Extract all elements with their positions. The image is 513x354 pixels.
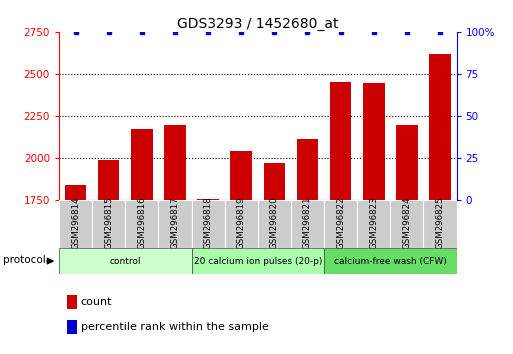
Bar xyxy=(324,248,457,274)
Text: GSM296821: GSM296821 xyxy=(303,196,312,249)
Text: GSM296825: GSM296825 xyxy=(436,196,444,249)
Bar xyxy=(324,200,357,248)
Text: GSM296824: GSM296824 xyxy=(402,196,411,249)
Title: GDS3293 / 1452680_at: GDS3293 / 1452680_at xyxy=(177,17,339,31)
Bar xyxy=(98,160,120,354)
Text: calcium-free wash (CFW): calcium-free wash (CFW) xyxy=(334,257,447,266)
Bar xyxy=(191,200,225,248)
Text: control: control xyxy=(109,257,141,266)
Bar xyxy=(291,200,324,248)
Text: GSM296818: GSM296818 xyxy=(204,196,212,249)
Text: GSM296819: GSM296819 xyxy=(236,197,246,249)
Bar xyxy=(92,200,125,248)
Bar xyxy=(297,139,318,354)
Text: GSM296823: GSM296823 xyxy=(369,196,378,249)
Bar xyxy=(59,200,92,248)
Text: GSM296817: GSM296817 xyxy=(170,196,180,249)
Bar xyxy=(330,82,351,354)
Text: protocol: protocol xyxy=(3,255,46,265)
Text: GSM296820: GSM296820 xyxy=(270,196,279,249)
Bar xyxy=(198,199,219,354)
Bar xyxy=(65,185,86,354)
Bar xyxy=(429,54,451,354)
Bar xyxy=(164,125,186,354)
Bar xyxy=(59,248,191,274)
Bar xyxy=(357,200,390,248)
Text: GSM296822: GSM296822 xyxy=(336,196,345,249)
Text: count: count xyxy=(81,297,112,307)
Bar xyxy=(225,200,258,248)
Bar xyxy=(230,151,252,354)
Bar xyxy=(131,129,152,354)
Bar xyxy=(423,200,457,248)
Bar xyxy=(159,200,191,248)
Bar xyxy=(363,83,385,354)
Bar xyxy=(67,295,77,309)
Bar xyxy=(125,200,159,248)
Text: GSM296814: GSM296814 xyxy=(71,196,80,249)
Bar xyxy=(264,163,285,354)
Bar xyxy=(191,248,324,274)
Text: percentile rank within the sample: percentile rank within the sample xyxy=(81,322,269,332)
Text: GSM296815: GSM296815 xyxy=(104,196,113,249)
Bar xyxy=(258,200,291,248)
Text: 20 calcium ion pulses (20-p): 20 calcium ion pulses (20-p) xyxy=(193,257,322,266)
Text: GSM296816: GSM296816 xyxy=(137,196,146,249)
Bar xyxy=(396,125,418,354)
Bar xyxy=(390,200,423,248)
Bar xyxy=(67,320,77,334)
